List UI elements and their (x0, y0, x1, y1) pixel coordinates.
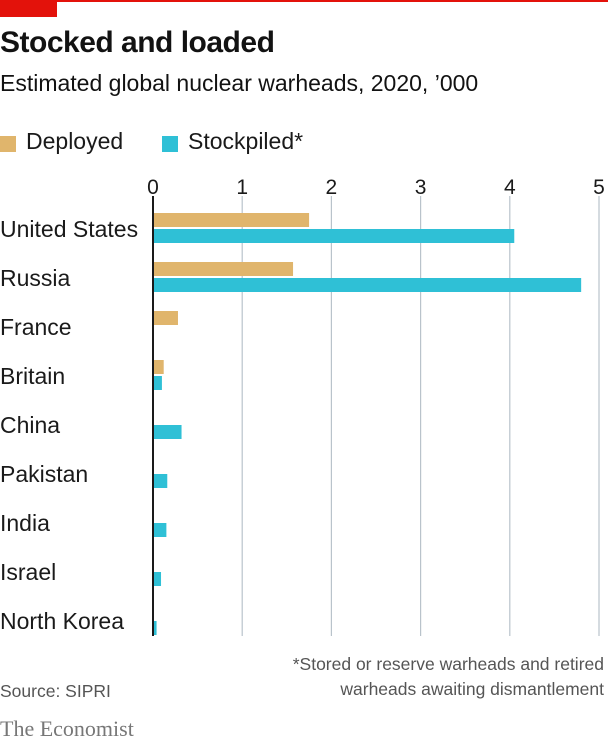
category-label: Israel (0, 559, 56, 585)
legend-label-stockpiled: Stockpiled* (188, 128, 304, 154)
category-label: United States (0, 216, 138, 242)
brand-red-tab (0, 0, 57, 17)
footnote: *Stored or reserve warheads and retired … (184, 652, 604, 702)
category-label: Pakistan (0, 461, 88, 487)
category-label: North Korea (0, 608, 124, 634)
footnote-line-2: warheads awaiting dismantlement (340, 679, 604, 699)
bar-stockpiled (153, 425, 182, 439)
bar-stockpiled (153, 523, 167, 537)
legend-swatch-stockpiled (162, 136, 178, 152)
bar-chart: 0 1 2 3 4 5 United States Russia France Britain Ch… (0, 176, 605, 636)
legend-swatch-deployed (0, 136, 16, 152)
x-tick-label: 4 (504, 176, 516, 199)
top-rule (0, 0, 608, 2)
category-label: Britain (0, 363, 65, 389)
footnote-line-1: *Stored or reserve warheads and retired (292, 654, 604, 674)
publication-logo: The Economist (0, 716, 134, 741)
category-label: China (0, 412, 60, 438)
bar-stockpiled (153, 474, 168, 488)
chart-subtitle: Estimated global nuclear warheads, 2020,… (0, 70, 479, 96)
bar-stockpiled (153, 376, 162, 390)
category-label: France (0, 314, 72, 340)
bar-stockpiled (153, 278, 582, 292)
bar-deployed (153, 213, 310, 227)
x-tick-label: 5 (593, 176, 605, 199)
bar-deployed (153, 360, 164, 374)
legend-label-deployed: Deployed (26, 128, 124, 154)
x-tick-label: 0 (147, 176, 159, 199)
bar-stockpiled (153, 621, 157, 635)
category-label: Russia (0, 265, 71, 291)
bar-stockpiled (153, 572, 162, 586)
bar-deployed (153, 262, 294, 276)
bar-stockpiled (153, 229, 515, 243)
x-tick-label: 1 (236, 176, 248, 199)
source-note: Source: SIPRI (0, 681, 111, 701)
x-tick-label: 2 (326, 176, 338, 199)
x-tick-label: 3 (415, 176, 427, 199)
category-label: India (0, 510, 50, 536)
bar-deployed (153, 311, 178, 325)
chart-title: Stocked and loaded (0, 26, 275, 59)
